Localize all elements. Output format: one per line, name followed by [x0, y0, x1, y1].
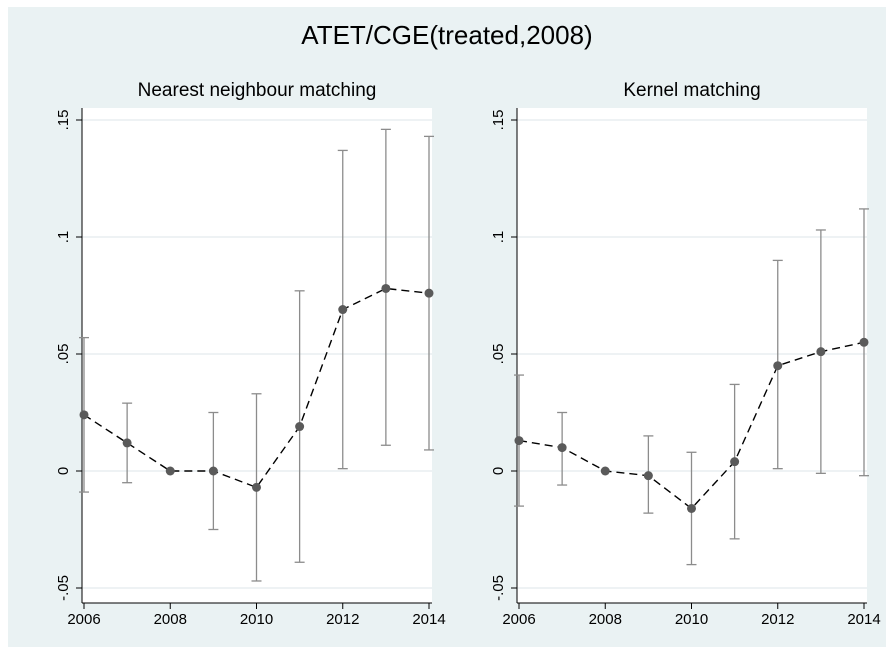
y-tick-label: .05 — [490, 344, 507, 365]
data-point — [557, 443, 567, 453]
chart-panel-1: -.05 0 .05 .1 .15 2006 2008 2010 2012 2014 — [55, 108, 446, 628]
data-point — [816, 347, 826, 357]
data-point — [338, 305, 348, 315]
data-point — [424, 288, 434, 298]
x-tick-label: 2006 — [67, 611, 100, 628]
x-tick-label: 2012 — [761, 611, 794, 628]
data-point — [687, 503, 696, 513]
y-tick-label: 0 — [55, 467, 72, 475]
data-point — [514, 436, 524, 446]
y-tick-label: .05 — [55, 344, 72, 365]
y-tick-label: .1 — [490, 231, 507, 244]
x-tick-label: 2008 — [589, 611, 622, 628]
x-tick-label: 2014 — [847, 611, 880, 628]
chart-panel-2: -.05 0 .05 .1 .15 2006 2008 2010 2012 2014 — [490, 108, 881, 628]
y-tick-label: -.05 — [55, 575, 72, 601]
data-point — [381, 283, 391, 293]
data-point — [122, 438, 132, 448]
data-point — [295, 422, 305, 432]
panel-title-kernel: Kernel matching — [623, 80, 761, 101]
y-tick-label: .15 — [55, 110, 72, 131]
y-tick-label: -.05 — [490, 575, 507, 601]
y-tick-label: .1 — [55, 231, 72, 244]
y-tick-label: 0 — [490, 467, 507, 475]
data-point — [773, 361, 783, 371]
x-tick-label: 2012 — [326, 611, 359, 628]
chart-title: ATET/CGE(treated,2008) — [301, 20, 593, 50]
data-point — [859, 337, 869, 347]
data-point — [730, 457, 740, 467]
data-point — [643, 471, 653, 481]
data-point — [252, 482, 261, 492]
x-tick-label: 2014 — [412, 611, 445, 628]
data-point — [208, 466, 218, 476]
x-tick-label: 2006 — [502, 611, 535, 628]
data-point — [600, 466, 610, 476]
x-tick-label: 2010 — [675, 611, 708, 628]
data-point — [79, 410, 89, 420]
x-tick-label: 2010 — [240, 611, 273, 628]
series-line — [83, 287, 430, 489]
x-tick-label: 2008 — [154, 611, 187, 628]
y-tick-label: .15 — [490, 110, 507, 131]
data-point — [165, 466, 175, 476]
panel-title-nearest-neighbour: Nearest neighbour matching — [137, 80, 377, 101]
